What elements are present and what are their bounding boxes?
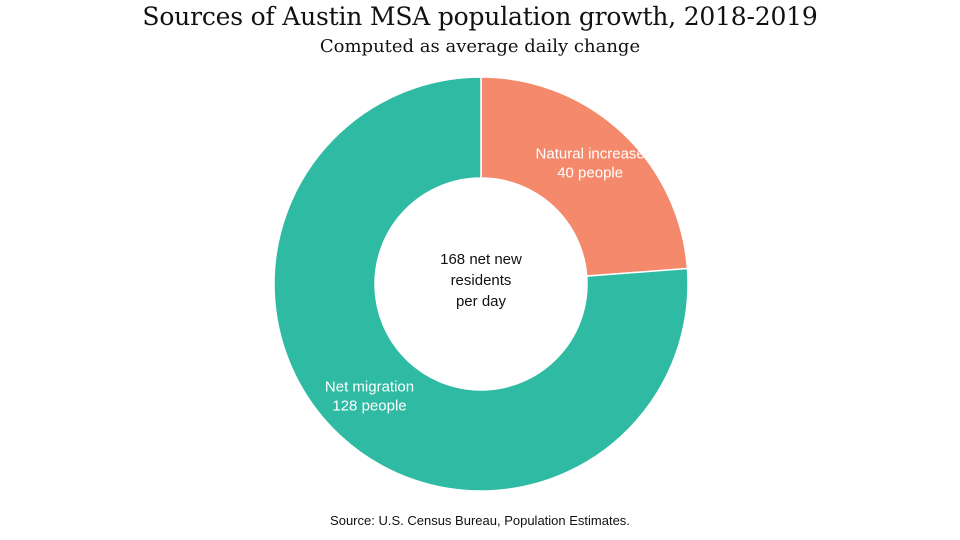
slice-label-value: 128 people (332, 397, 406, 414)
center-label: 168 net new residents per day (440, 251, 522, 310)
donut-slice-natural-increase (480, 76, 689, 277)
slice-label-natural-increase: Natural increase 40 people (536, 145, 645, 181)
center-label-line: residents (451, 272, 512, 289)
chart-title: Sources of Austin MSA population growth,… (142, 2, 818, 31)
center-label-line: per day (456, 293, 507, 310)
slice-label-value: 40 people (557, 164, 623, 181)
slice-label-name: Net migration (325, 378, 414, 395)
donut-slice-net-migration (273, 76, 689, 492)
slice-label-net-migration: Net migration 128 people (325, 378, 414, 414)
slice-label-name: Natural increase (536, 145, 645, 162)
center-label-line: 168 net new (440, 251, 522, 268)
chart-subtitle: Computed as average daily change (319, 36, 641, 57)
source-note: Source: U.S. Census Bureau, Population E… (330, 513, 630, 528)
